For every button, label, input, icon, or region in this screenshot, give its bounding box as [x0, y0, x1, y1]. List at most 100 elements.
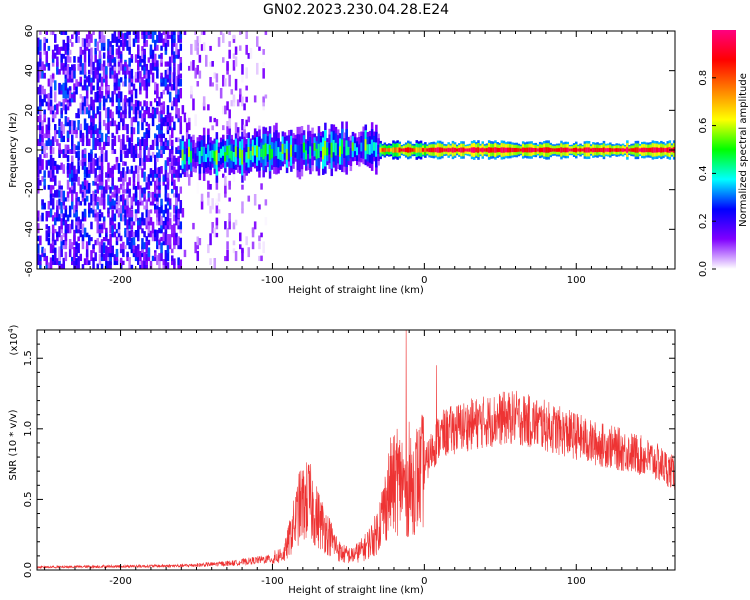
heatmap-cell — [145, 205, 149, 218]
heatmap-cell — [513, 148, 516, 153]
heatmap-cell — [100, 191, 104, 198]
heatmap-cell — [234, 251, 238, 262]
heatmap-cell — [179, 120, 183, 131]
heatmap-cell — [587, 147, 591, 153]
heatmap-cell — [264, 143, 268, 157]
heatmap-cell — [154, 98, 157, 103]
heatmap-cell — [241, 208, 244, 214]
heatmap-cell — [194, 31, 197, 35]
heatmap-cell — [213, 151, 217, 162]
heatmap-cell — [287, 143, 291, 154]
heatmap-cell — [145, 84, 149, 91]
heatmap-cell — [94, 209, 97, 214]
heatmap-cell — [196, 81, 200, 87]
heatmap-cell — [156, 155, 159, 162]
heatmap-cell — [173, 66, 176, 75]
heatmap-cell — [64, 251, 68, 262]
heatmap-cell — [85, 34, 89, 39]
heatmap-cell — [62, 190, 66, 202]
heatmap-cell — [171, 127, 174, 139]
heatmap-cell — [98, 213, 102, 222]
heatmap-cell — [134, 106, 138, 115]
heatmap-cell — [128, 104, 131, 115]
heatmap-cell — [79, 64, 83, 71]
heatmap-cell — [71, 75, 74, 83]
heatmap-cell — [145, 31, 149, 35]
heatmap-cell — [183, 154, 187, 165]
heatmap-cell — [90, 64, 93, 75]
heatmap-cell — [56, 44, 59, 55]
heatmap-cell — [37, 166, 40, 178]
heatmap-cell — [81, 264, 85, 269]
heatmap-cell — [58, 204, 61, 210]
heatmap-cell — [217, 152, 221, 162]
heatmap-cell — [77, 260, 80, 269]
heatmap-cell — [134, 71, 138, 79]
heatmap-cell — [154, 252, 157, 258]
heatmap-cell — [156, 152, 159, 158]
heatmap-cell — [58, 82, 61, 91]
heatmap-cell — [94, 189, 97, 194]
heatmap-cell — [85, 253, 89, 266]
heatmap-cell — [149, 209, 153, 214]
heatmap-cell — [179, 43, 183, 51]
heatmap-cell — [128, 97, 131, 107]
heatmap-cell — [156, 107, 159, 115]
heatmap-cell — [113, 84, 117, 91]
heatmap-cell — [211, 222, 214, 234]
heatmap-cell — [111, 183, 114, 190]
heatmap-cell — [139, 251, 142, 262]
heatmap-cell — [73, 144, 76, 154]
heatmap-cell — [134, 198, 138, 206]
heatmap-cell — [173, 179, 176, 186]
heatmap-cell — [589, 148, 593, 152]
heatmap-cell — [145, 82, 149, 87]
heatmap-cell — [132, 127, 136, 135]
heatmap-cell — [460, 147, 463, 153]
heatmap-cell — [94, 54, 97, 63]
heatmap-cell — [100, 91, 104, 99]
heatmap-cell — [37, 61, 40, 71]
x-tick-label: -200 — [109, 576, 132, 587]
heatmap-cell — [79, 94, 83, 99]
heatmap-cell — [228, 182, 231, 190]
heatmap-cell — [262, 241, 265, 254]
heatmap-cell — [85, 37, 89, 43]
heatmap-cell — [49, 154, 53, 166]
heatmap-cell — [66, 162, 70, 170]
heatmap-cell — [43, 93, 46, 103]
heatmap-cell — [166, 222, 170, 230]
heatmap-cell — [234, 56, 238, 67]
heatmap-cell — [119, 40, 123, 47]
heatmap-cell — [421, 148, 425, 152]
heatmap-cell — [154, 154, 157, 166]
heatmap-cell — [107, 107, 110, 119]
heatmap-cell — [166, 31, 170, 39]
heatmap-cell — [132, 145, 136, 155]
heatmap-cell — [66, 214, 70, 222]
heatmap-cell — [532, 148, 536, 152]
heatmap-cell — [94, 194, 97, 202]
heatmap-cell — [126, 40, 129, 51]
heatmap-cell — [168, 91, 172, 103]
heatmap-cell — [264, 94, 268, 99]
heatmap-cell — [100, 31, 104, 35]
heatmap-cell — [111, 176, 114, 186]
colorbar-tick-label: 0.4 — [698, 165, 709, 181]
heatmap-cell — [413, 148, 416, 152]
heatmap-cell — [41, 98, 44, 107]
heatmap-cell — [111, 33, 114, 43]
heatmap-cell — [185, 122, 189, 135]
heatmap-cell — [579, 148, 582, 152]
heatmap-cell — [49, 31, 53, 35]
heatmap-cell — [145, 63, 149, 71]
heatmap-cell — [56, 231, 59, 238]
heatmap-cell — [54, 229, 57, 234]
heatmap-cell — [651, 147, 655, 153]
heatmap-cell — [96, 59, 100, 71]
heatmap-cell — [509, 147, 512, 153]
colorbar-label: Normalized spectral amplitude — [738, 73, 749, 227]
heatmap-cell — [490, 147, 493, 153]
heatmap-cell — [85, 44, 89, 51]
heatmap-cell — [71, 198, 74, 210]
